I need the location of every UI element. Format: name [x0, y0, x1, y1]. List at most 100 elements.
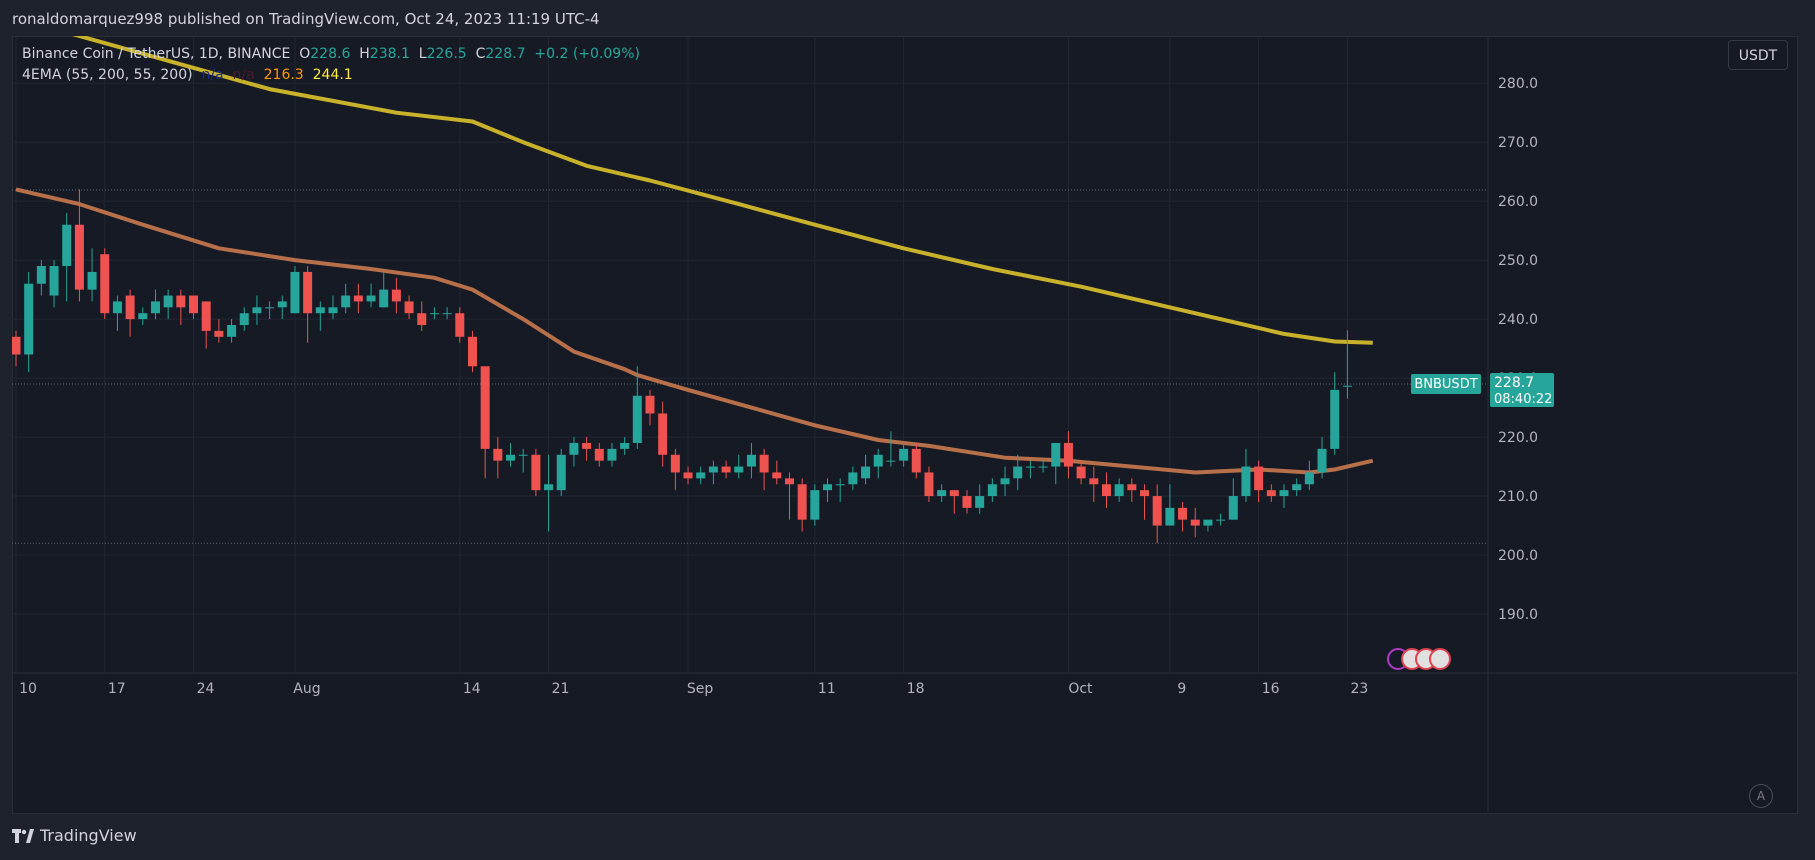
candle-body: [1140, 490, 1150, 497]
ema-lines: [15, 36, 1374, 475]
candle-body: [100, 254, 110, 314]
price-tick-label: 220.0: [1498, 430, 1538, 446]
candle-body: [569, 442, 579, 455]
candle-body: [873, 454, 883, 467]
candle-body: [74, 224, 84, 290]
candle-body: [556, 454, 566, 491]
candle-body: [1127, 484, 1137, 491]
chart-legend: Binance Coin / TetherUS, 1D, BINANCE O22…: [22, 44, 640, 86]
indicator-row: 4EMA (55, 200, 55, 200) n/a n/a 216.3 24…: [22, 65, 640, 86]
candle-body: [1089, 478, 1099, 485]
candle-body: [696, 472, 706, 479]
price-tick-label: 200.0: [1498, 548, 1538, 564]
candle-body: [1216, 519, 1226, 521]
candle-body: [176, 295, 186, 308]
candle-body: [62, 224, 72, 267]
candle-body: [379, 289, 389, 308]
price-axis[interactable]: 190.0200.0210.0220.0230.0240.0250.0260.0…: [1498, 76, 1538, 623]
candle-body: [163, 295, 173, 308]
candle-body: [227, 325, 237, 337]
candle-body: [315, 307, 325, 314]
candle-body: [899, 448, 909, 461]
candle-body: [290, 271, 300, 314]
event-flags[interactable]: [1387, 648, 1451, 670]
candle-body: [239, 313, 249, 326]
candle-body: [36, 266, 46, 284]
candle-body: [582, 442, 592, 449]
change-value: +0.2 (+0.09%): [534, 46, 640, 62]
candle-body: [683, 472, 693, 479]
candle-body: [467, 336, 477, 367]
candle-body: [24, 283, 34, 355]
candle-body: [391, 289, 401, 302]
candle-body: [746, 454, 756, 467]
tradingview-logo[interactable]: TradingView: [12, 814, 137, 858]
candle-body: [341, 295, 351, 308]
candle-body: [544, 484, 554, 491]
tradingview-brand: TradingView: [40, 826, 137, 845]
time-tick-label: 18: [907, 681, 925, 697]
chart-frame[interactable]: [12, 36, 1798, 814]
candlestick-chart[interactable]: 190.0200.0210.0220.0230.0240.0250.0260.0…: [12, 36, 1798, 814]
candle-body: [518, 454, 528, 456]
candle-body: [138, 313, 148, 320]
candle-body: [962, 496, 972, 508]
symbol-title[interactable]: Binance Coin / TetherUS, 1D, BINANCE: [22, 46, 291, 62]
grid-lines: [12, 36, 1488, 673]
price-tick-label: 270.0: [1498, 135, 1538, 151]
time-axis[interactable]: 10 17 24 Aug 14 21 Sep 11 18 Oct 9 16 23: [19, 681, 1368, 697]
candle-body: [658, 413, 668, 455]
price-tick-label: 210.0: [1498, 489, 1538, 505]
candle-body: [277, 301, 287, 308]
candle-body: [265, 307, 275, 309]
price-box: [1490, 373, 1554, 407]
candle-body: [1254, 466, 1264, 491]
tradingview-logo-icon: [12, 829, 34, 843]
candle-body: [303, 271, 313, 314]
candle-body: [924, 472, 934, 497]
ema-value-2: n/a: [232, 67, 255, 83]
candle-body: [1038, 466, 1048, 468]
candle-body: [1292, 484, 1302, 491]
candle-body: [201, 301, 211, 331]
candle-body: [366, 295, 376, 302]
candle-body: [1013, 466, 1023, 479]
indicator-name[interactable]: 4EMA (55, 200, 55, 200): [22, 67, 193, 83]
candle-body: [949, 490, 959, 497]
candle-body: [480, 366, 490, 449]
candle-body: [1190, 519, 1200, 526]
price-label: BNBUSDT 228.7 08:40:22: [1411, 373, 1554, 407]
time-tick-label: 9: [1177, 681, 1186, 697]
candle-body: [150, 301, 160, 314]
candle-body: [455, 313, 465, 337]
currency-button[interactable]: USDT: [1728, 40, 1788, 70]
candle-body: [848, 472, 858, 485]
horizontal-lines: [12, 189, 1488, 544]
candle-body: [214, 330, 224, 337]
candle-body: [493, 448, 503, 461]
candle-body: [772, 472, 782, 479]
high-value: 238.1: [369, 46, 410, 62]
candle-body: [759, 454, 769, 473]
candle-body: [607, 448, 617, 461]
candle-body: [911, 448, 921, 473]
candle-body: [1051, 442, 1061, 467]
candle-body: [49, 266, 59, 296]
candle-body: [1114, 484, 1124, 497]
candle-body: [1063, 442, 1073, 467]
candle-body: [429, 313, 439, 315]
candle-body: [632, 395, 642, 443]
candle-body: [670, 454, 680, 473]
candle-body: [620, 442, 630, 449]
ema-value-1: n/a: [201, 67, 224, 83]
ema-value-4: 244.1: [312, 67, 353, 83]
ema-value-3: 216.3: [263, 67, 304, 83]
low-value: 226.5: [426, 46, 467, 62]
auto-scale-button[interactable]: A: [1749, 784, 1773, 808]
time-tick-label: 21: [552, 681, 570, 697]
candle-body: [1317, 448, 1327, 473]
price-tick-label: 260.0: [1498, 194, 1538, 210]
candle-body: [835, 484, 845, 486]
candle-body: [1165, 507, 1175, 526]
candle-body: [645, 395, 655, 414]
